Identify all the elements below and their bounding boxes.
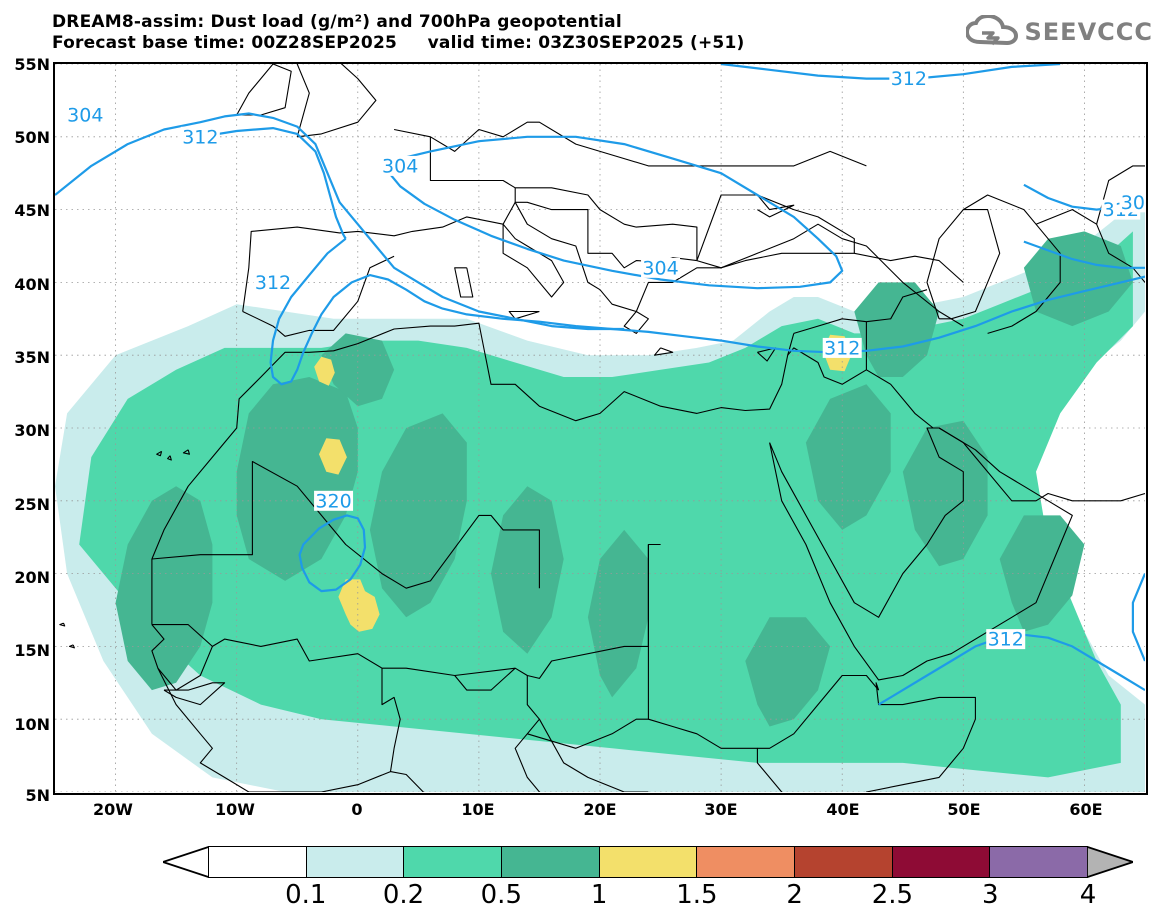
x-tick-label-10w: 10W [215, 800, 255, 819]
map-canvas: 304312312304304312312312304320312 [55, 64, 1146, 793]
chart-subtitle: Forecast base time: 00Z28SEP2025 valid t… [52, 33, 745, 53]
colorbar-cell-teal [404, 847, 503, 877]
x-tick-label-0: 0 [351, 800, 363, 819]
map-plot-area[interactable]: 304312312304304312312312304320312 [53, 62, 1148, 795]
chart-header: DREAM8-assim: Dust load (g/m²) and 700hP… [0, 0, 1165, 58]
colorbar-tick-4: 4 [1079, 880, 1097, 910]
colorbar-tick-0-2: 0.2 [382, 880, 425, 910]
x-tick-label-40e: 40E [826, 800, 860, 819]
geopotential-contours [55, 64, 1145, 706]
x-tick-label-30e: 30E [704, 800, 738, 819]
y-tick-label-55n: 55N [14, 55, 50, 74]
svg-text:312: 312 [182, 126, 218, 148]
svg-text:312: 312 [891, 68, 927, 90]
dust-load-map: 304312312304304312312312304320312 [55, 64, 1145, 792]
svg-text:304: 304 [642, 257, 678, 279]
colorbar-cell-crimson [892, 847, 991, 877]
svg-text:304: 304 [1121, 192, 1145, 214]
y-tick-label-50n: 50N [14, 128, 50, 147]
colorbar-tick-3: 3 [981, 880, 999, 910]
svg-text:312: 312 [988, 629, 1024, 651]
x-tick-label-50e: 50E [947, 800, 981, 819]
colorbar-tick-0-5: 0.5 [480, 880, 522, 910]
x-tick-label-20w: 20W [93, 800, 133, 819]
chart-title: DREAM8-assim: Dust load (g/m²) and 700hP… [52, 12, 622, 32]
y-tick-label-5n: 5N [25, 786, 50, 805]
y-tick-label-20n: 20N [14, 568, 50, 587]
lat-lon-gridlines [55, 64, 1145, 792]
colorbar-cell-light-cyan [306, 847, 405, 877]
dust-load-colorbar[interactable]: 0.1 0.2 0.5 1 1.5 2 2.5 3 4 [163, 846, 1165, 910]
y-tick-label-15n: 15N [14, 641, 50, 660]
contour-labels: 304312312304304312312312304320312 [65, 68, 1145, 651]
x-tick-label-60e: 60E [1069, 800, 1103, 819]
svg-text:304: 304 [382, 155, 418, 177]
svg-text:320: 320 [315, 490, 351, 512]
y-tick-label-40n: 40N [14, 275, 50, 294]
colorbar-cell-brick-red [795, 847, 893, 877]
colorbar-tick-1: 1 [590, 880, 608, 910]
colorbar-tick-0-1: 0.1 [285, 880, 327, 910]
colorbar-cell-orange [697, 847, 796, 877]
x-tick-label-10e: 10E [461, 800, 495, 819]
colorbar-under-arrow [163, 846, 209, 878]
colorbar-tick-2-5: 2.5 [871, 880, 914, 910]
y-tick-label-25n: 25N [14, 495, 50, 514]
colorbar-tick-labels: 0.1 0.2 0.5 1 1.5 2 2.5 3 4 [163, 880, 1165, 914]
colorbar-tick-2: 2 [786, 880, 803, 910]
colorbar-cell-yellow [599, 847, 698, 877]
cloud-icon [965, 15, 1018, 46]
y-tick-label-10n: 10N [14, 715, 50, 734]
svg-text:312: 312 [255, 272, 291, 294]
svg-text:312: 312 [824, 337, 860, 359]
svg-text:304: 304 [67, 104, 103, 126]
seevccc-logo: SEEVCCC [965, 14, 1154, 50]
colorbar-cell-under-white [209, 847, 307, 877]
dust-load-contour-fill [55, 195, 1145, 792]
colorbar-cell-dark-teal [502, 847, 600, 877]
y-tick-label-35n: 35N [14, 348, 50, 367]
colorbar-cell-purple [990, 847, 1088, 877]
colorbar-cells [208, 846, 1088, 878]
x-tick-label-20e: 20E [583, 800, 617, 819]
y-tick-label-30n: 30N [14, 421, 50, 440]
colorbar-over-arrow [1087, 846, 1133, 878]
y-tick-label-45n: 45N [14, 201, 50, 220]
colorbar-tick-1-5: 1.5 [676, 880, 718, 910]
logo-text: SEEVCCC [1024, 18, 1153, 46]
